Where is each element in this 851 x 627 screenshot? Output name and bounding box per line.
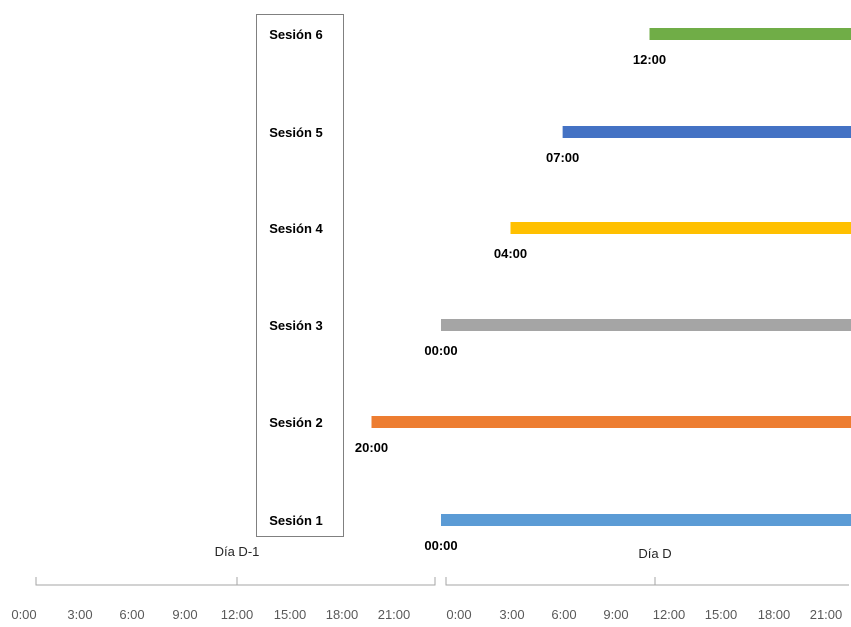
category-label-box <box>256 14 344 537</box>
session-bar <box>510 222 851 234</box>
x-tick-label: 18:00 <box>326 607 359 622</box>
group-label: Día D-1 <box>215 544 260 559</box>
x-tick-label: 21:00 <box>378 607 411 622</box>
category-label: Sesión 6 <box>269 27 322 42</box>
x-tick-label: 6:00 <box>551 607 576 622</box>
x-tick-label: 12:00 <box>221 607 254 622</box>
category-label: Sesión 4 <box>269 221 323 236</box>
x-tick-label: 0:00 <box>446 607 471 622</box>
bar-start-label: 07:00 <box>546 150 579 165</box>
bar-start-label: 00:00 <box>424 343 457 358</box>
session-bar <box>562 126 851 138</box>
session-bar <box>371 416 851 428</box>
category-label: Sesión 2 <box>269 415 322 430</box>
bar-start-label: 04:00 <box>494 246 527 261</box>
category-label: Sesión 5 <box>269 125 322 140</box>
x-tick-label: 15:00 <box>274 607 307 622</box>
x-tick-label: 9:00 <box>603 607 628 622</box>
x-tick-label: 15:00 <box>705 607 738 622</box>
category-label: Sesión 1 <box>269 513 322 528</box>
group-bracket <box>35 577 436 586</box>
session-bar <box>441 514 851 526</box>
bar-start-label: 20:00 <box>355 440 388 455</box>
x-tick-label: 3:00 <box>499 607 524 622</box>
group-bracket <box>445 577 849 586</box>
x-tick-label: 21:00 <box>810 607 843 622</box>
x-tick-label: 6:00 <box>119 607 144 622</box>
x-tick-label: 12:00 <box>653 607 686 622</box>
session-bar <box>649 28 851 40</box>
x-tick-label: 18:00 <box>758 607 791 622</box>
category-label: Sesión 3 <box>269 318 322 333</box>
bar-start-label: 00:00 <box>424 538 457 553</box>
x-tick-label: 3:00 <box>67 607 92 622</box>
session-bar <box>441 319 851 331</box>
x-tick-label: 0:00 <box>11 607 36 622</box>
group-label: Día D <box>638 546 671 561</box>
x-tick-label: 9:00 <box>172 607 197 622</box>
bar-start-label: 12:00 <box>633 52 666 67</box>
